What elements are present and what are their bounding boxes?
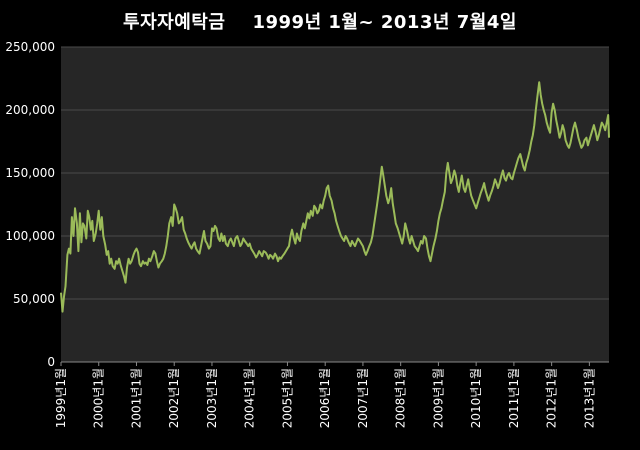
x-tick-label: 2007년1월: [356, 368, 370, 428]
x-axis: 1999년1월 2000년1월 2001년1월 2002년1월 2003년1월 2004년…: [54, 361, 609, 428]
x-tick-label: 2011년1월: [507, 368, 521, 428]
x-tick-label: 2012년1월: [545, 368, 559, 428]
y-tick-label: 200,000: [5, 103, 55, 117]
series-line: [60, 81, 610, 313]
x-tick-label: 2000년1월: [92, 368, 106, 428]
y-tick-label: 150,000: [5, 166, 55, 180]
y-tick-label: 50,000: [13, 292, 55, 306]
gridlines: [61, 46, 609, 300]
y-axis: 0 50,000 100,000 150,000 200,000 250,000: [5, 40, 55, 369]
x-tick-label: 2010년1월: [469, 368, 483, 428]
x-tick-label: 2006년1월: [318, 368, 332, 428]
x-tick-label: 2008년1월: [394, 368, 408, 428]
x-tick-label: 1999년1월: [54, 368, 68, 428]
x-tick-label: 2004년1월: [243, 368, 257, 428]
x-tick-label: 2002년1월: [167, 368, 181, 428]
x-tick-label: 2009년1월: [431, 368, 445, 428]
x-tick-label: 2005년1월: [280, 368, 294, 428]
y-tick-label: 0: [47, 355, 55, 369]
chart-title: 투자자예탁금 1999년 1월~ 2013년 7월4일: [123, 12, 517, 33]
x-tick-label: 2013년1월: [582, 368, 596, 428]
y-tick-label: 100,000: [5, 229, 55, 243]
x-tick-label: 2001년1월: [129, 368, 143, 428]
y-tick-label: 250,000: [5, 40, 55, 54]
x-tick-label: 2003년1월: [205, 368, 219, 428]
plot-area: [61, 47, 609, 362]
